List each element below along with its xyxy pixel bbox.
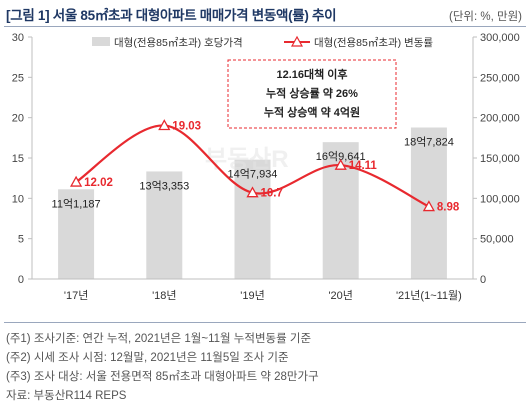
right-tick-label: 0 [480,274,486,286]
bar [146,171,183,279]
bottom-divider [4,322,526,323]
line-marker [158,119,171,131]
legend-label-bar: 대형(전용85㎡초과) 호당가격 [114,36,243,49]
footnote-1: (주1) 조사기준: 연간 누적, 2021년은 1월~11월 누적변동률 기준 [6,333,312,345]
right-tick-label: 50,000 [480,234,514,246]
line-marker [422,200,436,212]
source-note: 자료: 부동산R114 REPS [6,390,127,402]
right-tick-label: 300,000 [480,32,520,44]
line-value-label: 12.02 [84,177,113,189]
category-label: '21년(1~11월) [396,289,462,302]
left-tick-label: 30 [12,32,24,44]
footnote-2: (주2) 시세 조사 시점: 12월말, 2021년은 11월5일 조사 기준 [6,352,289,364]
left-tick-label: 0 [18,274,24,286]
annotation-box [227,59,397,129]
unit-note: (단위: %, 만원) [449,11,522,23]
line-marker [246,186,259,198]
bar-value-label: 13억3,353 [139,179,189,192]
left-tick-label: 15 [12,153,24,165]
left-tick-label: 20 [12,113,24,125]
right-tick-label: 150,000 [480,153,520,165]
left-tick-label: 10 [12,193,24,205]
bar-value-label: 16억9,641 [316,150,366,163]
footnotes: (주1) 조사기준: 연간 누적, 2021년은 1월~11월 누적변동률 기준… [6,330,319,406]
footnote-3: (주3) 조사 대상: 서울 전용면적 85㎡초과 대형아파트 약 28만가구 [6,371,319,383]
right-tick-label: 250,000 [480,72,520,84]
right-tick-label: 200,000 [480,113,520,125]
left-tick-label: 25 [12,72,24,84]
bar-value-label: 11억1,187 [52,197,101,210]
bar-value-label: 18억7,824 [404,135,454,148]
line-value-label: 10.7 [261,188,283,200]
line-marker [334,158,347,170]
line-value-label: 19.03 [172,120,201,132]
line-value-label: 8.98 [437,202,460,214]
top-divider [4,26,526,27]
category-label: '18년 [152,289,176,302]
bar [58,189,95,279]
category-label: '17년 [64,289,88,302]
legend-label-line: 대형(전용85㎡초과) 변동률 [314,37,433,49]
category-label: '20년 [328,289,352,302]
line-value-label: 14.11 [349,160,378,172]
left-tick-label: 5 [18,234,24,246]
legend-marker-line [290,35,304,47]
figure-title: [그림 1] 서울 85㎡초과 대형아파트 매매가격 변동액(률) 추이 [6,8,337,23]
bar [234,159,271,279]
category-label: '19년 [240,289,264,302]
annotation-line: 누적 상승률 약 26% [266,86,358,100]
annotation-line: 누적 상승액 약 4억원 [264,105,360,119]
annotation-line: 12.16대책 이후 [276,67,347,81]
bar-value-label: 14억7,934 [228,168,278,181]
combo-chart: 0 5 10 15 20 25 30 0 50,000 100,000 150,000 200,000… [12,32,520,302]
right-tick-label: 100,000 [480,193,520,205]
line-marker [69,175,83,187]
legend-swatch-bar [92,37,110,46]
